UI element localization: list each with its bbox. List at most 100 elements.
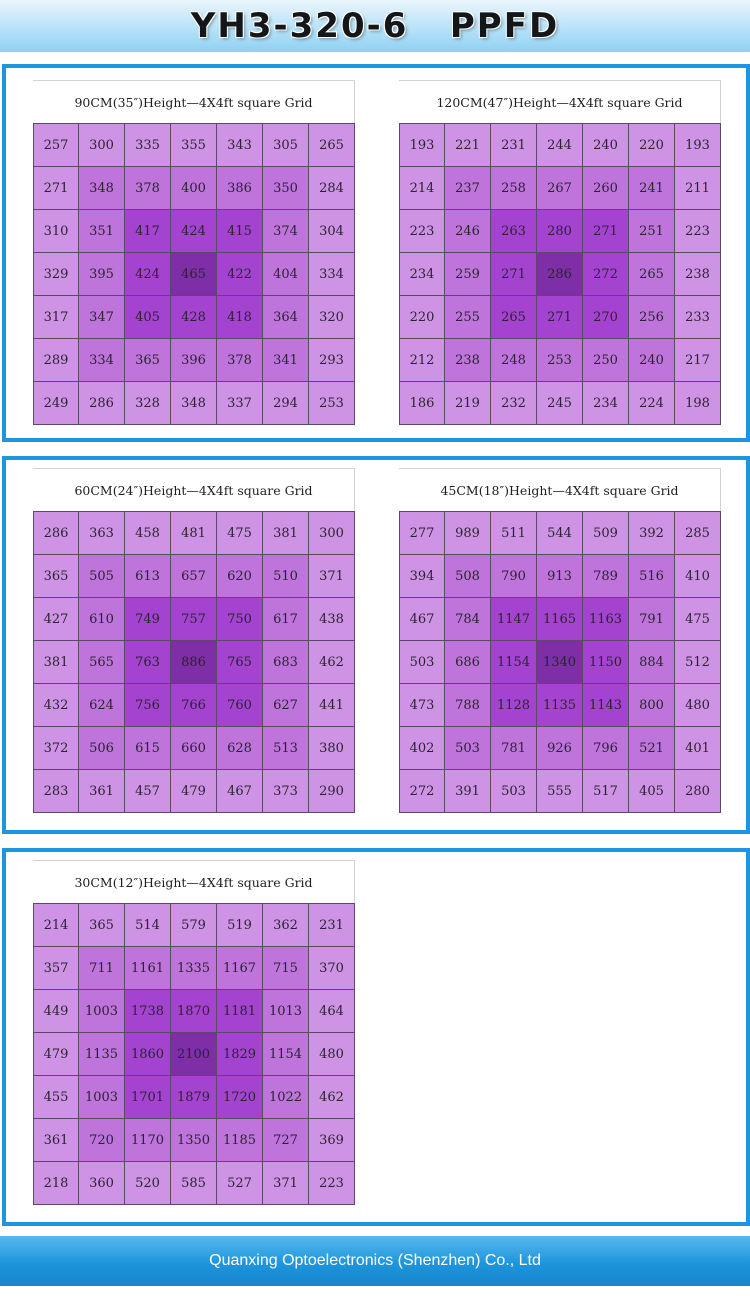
ppfd-cell: 217 (675, 339, 721, 382)
ppfd-cell: 683 (263, 641, 309, 684)
ppfd-cell: 300 (79, 124, 125, 167)
ppfd-cell: 1003 (79, 1076, 125, 1119)
ppfd-cell: 789 (583, 555, 629, 598)
ppfd-cell: 283 (33, 770, 79, 813)
ppfd-cell: 272 (399, 770, 445, 813)
ppfd-cell: 271 (537, 296, 583, 339)
panel-row-3: 30CM(12″)Height—4X4ft square Grid 214 365… (2, 848, 750, 1226)
grid-title: 120CM(47″)Height—4X4ft square Grid (399, 80, 721, 123)
ppfd-cell: 1150 (583, 641, 629, 684)
ppfd-cell: 280 (537, 210, 583, 253)
ppfd-cell: 1185 (217, 1119, 263, 1162)
ppfd-cell: 405 (629, 770, 675, 813)
ppfd-cell: 290 (309, 770, 355, 813)
ppfd-cell: 427 (33, 598, 79, 641)
ppfd-cell: 711 (79, 947, 125, 990)
ppfd-cell: 615 (125, 727, 171, 770)
ppfd-cell: 757 (171, 598, 217, 641)
ppfd-cell: 1167 (217, 947, 263, 990)
ppfd-cell: 400 (171, 167, 217, 210)
ppfd-cell: 223 (309, 1162, 355, 1205)
ppfd-cell: 238 (675, 253, 721, 296)
ppfd-cell: 231 (309, 904, 355, 947)
ppfd-cell: 263 (491, 210, 537, 253)
ppfd-cell: 245 (537, 382, 583, 425)
company-name: Quanxing Optoelectronics (Shenzhen) Co.,… (209, 1252, 541, 1269)
ppfd-cell: 240 (629, 339, 675, 382)
ppfd-cell: 370 (309, 947, 355, 990)
ppfd-cell: 1003 (79, 990, 125, 1033)
ppfd-cell: 334 (79, 339, 125, 382)
ppfd-cell: 253 (309, 382, 355, 425)
ppfd-cell: 372 (33, 727, 79, 770)
ppfd-cell: 756 (125, 684, 171, 727)
ppfd-cell: 365 (33, 555, 79, 598)
ppfd-cell: 220 (629, 124, 675, 167)
ppfd-cell: 886 (171, 641, 217, 684)
ppfd-cell: 1738 (125, 990, 171, 1033)
ppfd-cell: 350 (263, 167, 309, 210)
grid-title: 60CM(24″)Height—4X4ft square Grid (33, 468, 355, 511)
ppfd-cell: 241 (629, 167, 675, 210)
ppfd-cell: 449 (33, 990, 79, 1033)
ppfd-cell: 527 (217, 1162, 263, 1205)
ppfd-cell: 234 (399, 253, 445, 296)
ppfd-cell: 617 (263, 598, 309, 641)
ppfd-cell: 1879 (171, 1076, 217, 1119)
ppfd-cell: 760 (217, 684, 263, 727)
ppfd-cell: 380 (309, 727, 355, 770)
ppfd-cell: 373 (263, 770, 309, 813)
ppfd-cell: 272 (583, 253, 629, 296)
ppfd-cell: 457 (125, 770, 171, 813)
ppfd-cell: 365 (79, 904, 125, 947)
ppfd-cell: 1181 (217, 990, 263, 1033)
ppfd-cell: 796 (583, 727, 629, 770)
ppfd-cell: 503 (399, 641, 445, 684)
ppfd-cell: 438 (309, 598, 355, 641)
ppfd-cell: 763 (125, 641, 171, 684)
grid-title: 90CM(35″)Height—4X4ft square Grid (33, 80, 355, 123)
ppfd-cell: 246 (445, 210, 491, 253)
ppfd-cell: 715 (263, 947, 309, 990)
ppfd-cell: 791 (629, 598, 675, 641)
ppfd-cell: 475 (217, 512, 263, 555)
ppfd-cell: 513 (263, 727, 309, 770)
grid-table: 286 363 458 481 475 381 300 365 505 613 657 620 510 3… (33, 511, 355, 813)
ppfd-cell: 304 (309, 210, 355, 253)
ppfd-cell: 257 (33, 124, 79, 167)
ppfd-cell: 214 (399, 167, 445, 210)
ppfd-cell: 544 (537, 512, 583, 555)
ppfd-grid-90cm: 90CM(35″)Height—4X4ft square Grid 257 300… (33, 80, 355, 425)
ppfd-cell: 503 (445, 727, 491, 770)
ppfd-cell: 360 (79, 1162, 125, 1205)
ppfd-cell: 271 (33, 167, 79, 210)
ppfd-grid-60cm: 60CM(24″)Height—4X4ft square Grid 286 363… (33, 468, 355, 813)
ppfd-cell: 766 (171, 684, 217, 727)
ppfd-cell: 750 (217, 598, 263, 641)
ppfd-cell: 381 (33, 641, 79, 684)
ppfd-cell: 395 (79, 253, 125, 296)
ppfd-cell: 424 (171, 210, 217, 253)
ppfd-cell: 256 (629, 296, 675, 339)
ppfd-cell: 1147 (491, 598, 537, 641)
ppfd-cell: 505 (79, 555, 125, 598)
ppfd-cell: 219 (445, 382, 491, 425)
ppfd-cell: 514 (125, 904, 171, 947)
page-title: YH3-320-6 PPFD (190, 6, 560, 46)
ppfd-cell: 223 (675, 210, 721, 253)
ppfd-cell: 271 (491, 253, 537, 296)
ppfd-cell: 512 (675, 641, 721, 684)
ppfd-cell: 508 (445, 555, 491, 598)
ppfd-cell: 765 (217, 641, 263, 684)
ppfd-cell: 285 (675, 512, 721, 555)
ppfd-cell: 1022 (263, 1076, 309, 1119)
ppfd-cell: 265 (309, 124, 355, 167)
grid-table: 277 989 511 544 509 392 285 394 508 790 913 789 516 4… (399, 511, 721, 813)
ppfd-cell: 620 (217, 555, 263, 598)
ppfd-cell: 585 (171, 1162, 217, 1205)
ppfd-cell: 517 (583, 770, 629, 813)
ppfd-cell: 519 (217, 904, 263, 947)
grid-table: 214 365 514 579 519 362 231 357 711 1161 1335 1167 7… (33, 903, 355, 1205)
ppfd-cell: 211 (675, 167, 721, 210)
ppfd-cell: 193 (399, 124, 445, 167)
